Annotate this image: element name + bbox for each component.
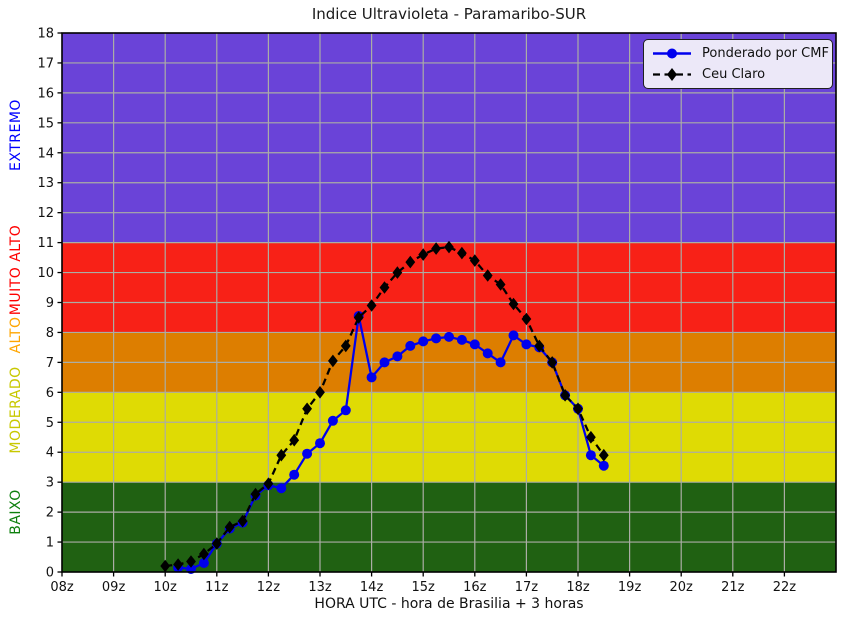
svg-text:15: 15 xyxy=(37,116,54,131)
svg-text:13: 13 xyxy=(37,176,54,191)
svg-text:17z: 17z xyxy=(515,580,539,595)
svg-text:8: 8 xyxy=(46,326,54,341)
svg-text:16: 16 xyxy=(37,86,54,101)
svg-text:3: 3 xyxy=(46,476,54,491)
svg-text:6: 6 xyxy=(46,386,54,401)
svg-text:19z: 19z xyxy=(618,580,642,595)
svg-text:12: 12 xyxy=(37,206,54,221)
legend: Ponderado por CMF Ceu Claro xyxy=(643,39,833,89)
legend-item-ceu-claro: Ceu Claro xyxy=(650,64,824,85)
band-label-baixo: BAIXO xyxy=(8,489,24,535)
svg-text:22z: 22z xyxy=(773,580,797,595)
chart-title: Indice Ultravioleta - Paramaribo-SUR xyxy=(311,5,587,23)
band-label-moderado: MODERADO xyxy=(8,366,24,454)
black-dashed-diamond-marker-icon xyxy=(653,68,691,81)
svg-text:20z: 20z xyxy=(670,580,694,595)
svg-text:1: 1 xyxy=(46,536,54,551)
legend-item-ponderado-por-cmf: Ponderado por CMF xyxy=(650,43,829,64)
legend-label-ceu-claro: Ceu Claro xyxy=(702,67,766,82)
svg-text:5: 5 xyxy=(46,416,54,431)
svg-text:09z: 09z xyxy=(102,580,126,595)
svg-text:21z: 21z xyxy=(721,580,745,595)
svg-text:4: 4 xyxy=(46,446,54,461)
band-label-alto: ALTO xyxy=(8,316,24,354)
x-axis-label: HORA UTC - hora de Brasilia + 3 horas xyxy=(314,596,584,612)
svg-text:14z: 14z xyxy=(360,580,384,595)
svg-text:12z: 12z xyxy=(257,580,281,595)
svg-text:10: 10 xyxy=(37,266,54,281)
band-label-muito-alto: MUITO ALTO xyxy=(8,224,24,315)
svg-text:18z: 18z xyxy=(566,580,590,595)
svg-text:2: 2 xyxy=(46,506,54,521)
svg-text:13z: 13z xyxy=(308,580,332,595)
legend-label-ponderado-por-cmf: Ponderado por CMF xyxy=(702,46,829,61)
blue-line-circle-marker-icon xyxy=(653,48,691,59)
svg-text:10z: 10z xyxy=(154,580,178,595)
svg-text:14: 14 xyxy=(37,146,54,161)
svg-text:11: 11 xyxy=(37,236,54,251)
svg-text:7: 7 xyxy=(46,356,54,371)
band-label-extremo: EXTREMO xyxy=(8,98,24,171)
svg-text:15z: 15z xyxy=(412,580,436,595)
svg-text:0: 0 xyxy=(46,566,54,581)
svg-text:17: 17 xyxy=(37,56,54,71)
svg-text:08z: 08z xyxy=(50,580,74,595)
svg-text:11z: 11z xyxy=(205,580,229,595)
svg-text:9: 9 xyxy=(46,296,54,311)
svg-text:16z: 16z xyxy=(463,580,487,595)
svg-text:18: 18 xyxy=(37,27,54,42)
